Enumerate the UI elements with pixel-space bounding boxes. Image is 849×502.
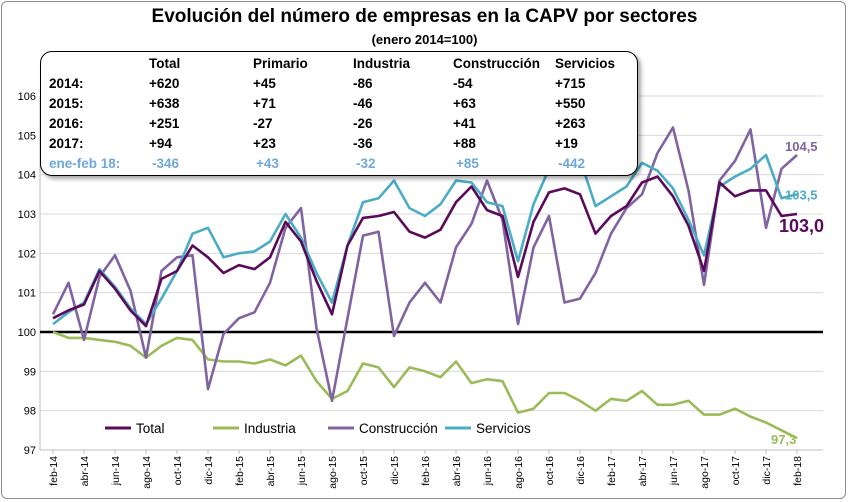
summary-table: Total Primario Industria Construcción Servic… [40,51,638,176]
table-header: Servicios [555,56,616,71]
x-tick-label: jun-15 [296,456,308,486]
series-line-construccion [51,126,798,403]
y-tick-label: 97 [24,445,36,457]
x-tick-label: jun-14 [110,456,122,486]
y-tick-label: 100 [18,327,36,339]
end-label: 104,5 [785,139,818,154]
table-cell: +71 [253,96,276,111]
x-tick-label: jun-17 [668,456,680,486]
x-tick-label: ago-15 [327,456,339,489]
y-tick-label: 101 [18,288,36,300]
table-cell: +85 [456,156,479,171]
x-tick-label: jun-16 [482,456,494,486]
legend-item: Industria [244,421,296,436]
table-row-label: ene-feb 18: [49,156,121,171]
table-cell: +88 [453,136,476,151]
x-tick-label: dic-15 [389,456,401,485]
x-tick-label: abr-15 [265,456,277,487]
table-cell: -26 [353,116,373,131]
table-cell: +620 [149,76,180,91]
y-tick-label: 103 [18,209,36,221]
legend-item: Servicios [476,421,531,436]
end-label: 103,0 [779,216,824,236]
table-header: Industria [353,56,411,71]
table-row-label: 2015: [49,96,84,111]
y-tick-label: 102 [18,248,36,260]
table-row-label: 2017: [49,136,84,151]
x-tick-label: feb-16 [420,456,432,486]
table-cell: +550 [555,96,586,111]
table-cell: +94 [149,136,172,151]
chart-subtitle: (enero 2014=100) [371,32,478,47]
x-tick-label: abr-16 [451,456,463,487]
table-cell: +63 [453,96,476,111]
end-label: 103,5 [785,187,818,202]
table-cell: +263 [555,116,586,131]
y-tick-label: 106 [18,91,36,103]
x-tick-label: feb-15 [234,456,246,486]
table-cell: +45 [253,76,276,91]
end-label: 97,3 [771,432,796,447]
legend-item: Total [136,421,165,436]
table-row-label: 2016: [49,116,84,131]
x-tick-label: dic-14 [203,456,215,485]
x-tick-label: ago-16 [513,456,525,489]
chart-title: Evolución del número de empresas en la C… [151,6,698,27]
x-tick-label: ago-17 [699,456,711,489]
table-cell: -442 [558,156,586,171]
y-tick-label: 99 [24,366,36,378]
table-cell: -54 [453,76,473,91]
table-cell: -346 [152,156,180,171]
table-cell: -86 [353,76,373,91]
table-cell: +251 [149,116,180,131]
legend-item: Construcción [359,421,438,436]
table-cell: -46 [353,96,373,111]
x-tick-label: oct-14 [172,456,184,485]
x-tick-label: oct-15 [358,456,370,485]
table-cell: +715 [555,76,586,91]
table-cell: +638 [149,96,180,111]
table-cell: -32 [356,156,376,171]
x-tick-label: dic-16 [575,456,587,485]
table-row-label: 2014: [49,76,84,91]
x-tick-label: feb-18 [792,456,804,486]
table-cell: +23 [253,136,276,151]
x-tick-label: abr-14 [79,456,91,487]
y-tick-label: 104 [18,170,36,182]
table-header: Primario [253,56,308,71]
x-tick-label: feb-17 [606,456,618,486]
x-tick-label: dic-17 [761,456,773,485]
x-tick-label: oct-17 [730,456,742,485]
series-line-total [52,175,798,328]
y-tick-label: 98 [24,406,36,418]
table-cell: +43 [256,156,279,171]
table-cell: +41 [453,116,476,131]
table-cell: -36 [353,136,373,151]
table-cell: +19 [555,136,578,151]
x-tick-label: feb-14 [48,456,60,486]
series-line-industria [52,330,798,440]
table-header: Total [149,56,181,71]
table-header: Construcción [453,56,541,71]
table-cell: -27 [253,116,273,131]
x-tick-label: ago-14 [141,456,153,489]
y-tick-label: 105 [18,130,36,142]
x-tick-label: abr-17 [637,456,649,487]
x-tick-label: oct-16 [544,456,556,485]
